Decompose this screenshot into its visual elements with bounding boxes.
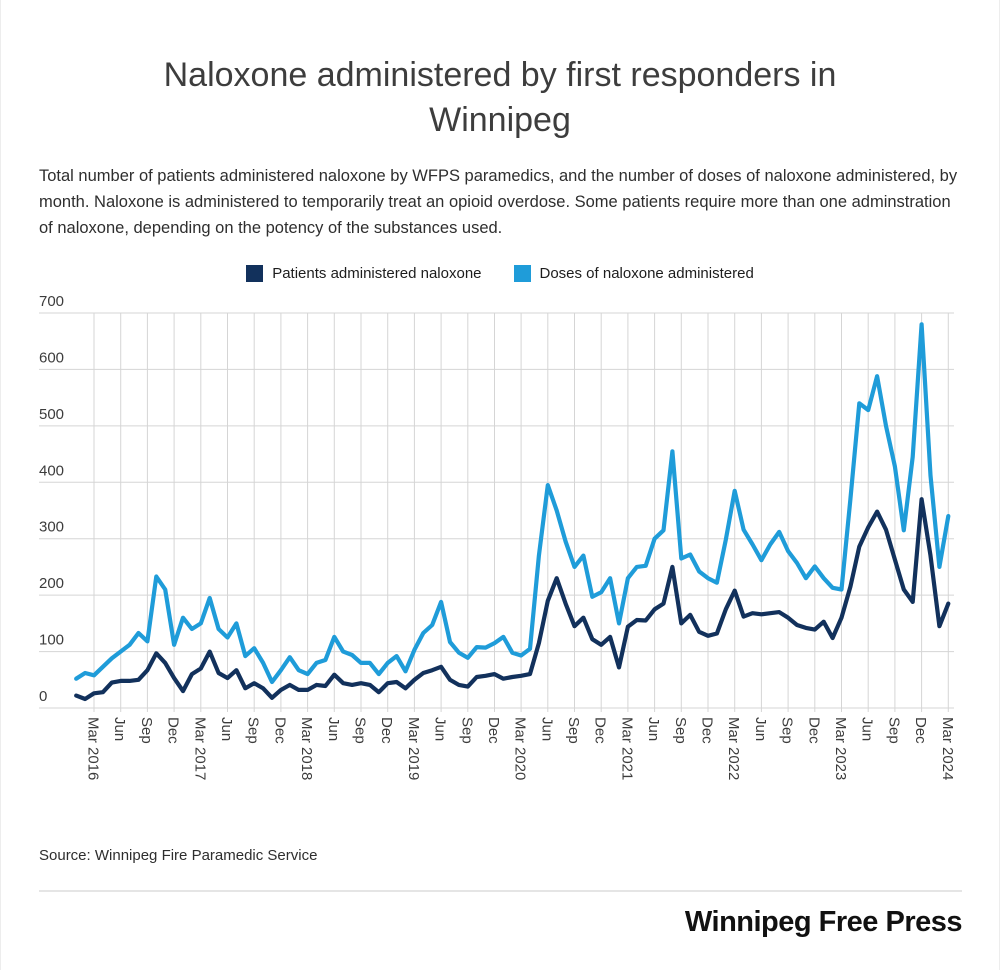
x-axis-tick-label: Jun (645, 717, 662, 741)
source-note: Source: Winnipeg Fire Paramedic Service (39, 847, 318, 864)
x-axis-tick-label: Jun (218, 717, 235, 741)
patients-line (74, 497, 951, 702)
x-axis-tick-label: Sep (779, 717, 796, 744)
x-axis-tick-label: Dec (378, 717, 395, 744)
x-axis-tick-label: Jun (111, 717, 128, 741)
y-axis-tick-label: 300 (39, 519, 64, 536)
legend-item-doses: Doses of naloxone administered (513, 265, 754, 282)
x-axis-tick-label: Jun (432, 717, 449, 741)
x-axis-tick-label: Sep (352, 717, 369, 744)
x-axis-tick-label: Dec (699, 717, 716, 744)
x-axis-tick-label: Jun (325, 717, 342, 741)
chart-description: Total number of patients administered na… (39, 166, 958, 237)
x-axis-tick-label: Mar 2020 (512, 717, 529, 780)
x-axis-tick-label: Dec (485, 717, 502, 744)
x-axis-tick-label: Dec (592, 717, 609, 744)
x-axis-tick-label: Jun (859, 717, 876, 741)
x-axis-tick-label: Mar 2024 (939, 717, 956, 780)
x-axis-tick-label: Mar 2016 (85, 717, 102, 780)
x-axis-tick-label: Mar 2017 (191, 717, 208, 780)
x-axis-tick-label: Sep (672, 717, 689, 744)
x-axis-tick-label: Dec (271, 717, 288, 744)
y-axis-tick-label: 400 (39, 462, 64, 479)
x-axis-tick-label: Dec (165, 717, 182, 744)
page-title-line1: Naloxone administered by first responder… (163, 55, 837, 94)
legend-label-doses: Doses of naloxone administered (539, 265, 754, 282)
x-axis-tick-label: Mar 2021 (618, 717, 635, 780)
y-axis-tick-label: 500 (39, 406, 64, 423)
doses-line (74, 322, 951, 685)
page-title: Naloxone administered by first responder… (1, 53, 999, 143)
legend-item-patients: Patients administered naloxone (246, 265, 482, 282)
x-axis-tick-label: Mar 2018 (298, 717, 315, 780)
page-title-line2: Winnipeg (429, 100, 571, 139)
x-axis-tick-label: Sep (458, 717, 475, 744)
x-axis-tick-label: Dec (805, 717, 822, 744)
patients-color-swatch (246, 265, 264, 282)
x-axis-tick-label: Jun (538, 717, 555, 741)
x-axis-tick-label: Sep (245, 717, 262, 744)
x-axis-tick-label: Sep (565, 717, 582, 744)
x-axis-tick-label: Sep (138, 717, 155, 744)
y-axis-tick-label: 200 (39, 575, 64, 592)
x-axis-tick-label: Jun (752, 717, 769, 741)
legend-label-patients: Patients administered naloxone (272, 265, 482, 282)
x-axis-tick-label: Mar 2023 (832, 717, 849, 780)
y-axis-tick-label: 100 (39, 632, 64, 649)
x-axis-tick-label: Mar 2022 (725, 717, 742, 780)
x-axis-tick-label: Dec (912, 717, 929, 744)
x-axis-tick-label: Sep (885, 717, 902, 744)
x-axis-tick-label: Mar 2019 (405, 717, 422, 780)
doses-color-swatch (513, 265, 531, 282)
footer-divider (39, 890, 962, 892)
y-axis-tick-label: 0 (39, 688, 47, 705)
y-axis-tick-label: 600 (39, 349, 64, 366)
chart-legend: Patients administered naloxone Doses of … (1, 265, 999, 282)
winnipeg-free-press-logo: Winnipeg Free Press (684, 906, 963, 938)
y-axis-tick-label: 700 (39, 293, 64, 310)
